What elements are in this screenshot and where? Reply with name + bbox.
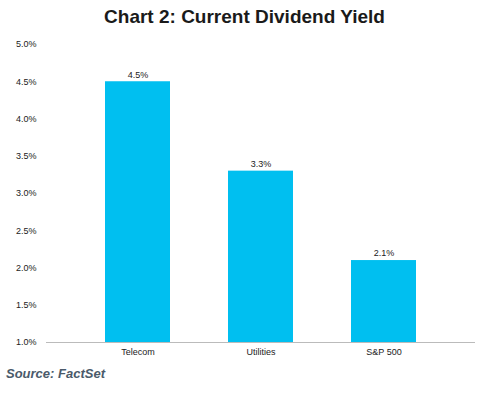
svg-text:4.5%: 4.5%: [128, 70, 149, 80]
svg-text:2.1%: 2.1%: [374, 248, 395, 258]
svg-text:1.0%: 1.0%: [16, 337, 37, 347]
svg-text:Utilities: Utilities: [246, 347, 276, 357]
svg-text:3.5%: 3.5%: [16, 151, 37, 161]
svg-text:Telecom: Telecom: [121, 347, 155, 357]
svg-text:4.0%: 4.0%: [16, 114, 37, 124]
html-text:Chart 2: Current Dividend Yiel: Chart 2: Current Dividend Yield: [104, 6, 385, 27]
html-text:Source: FactSet: Source: FactSet: [6, 366, 105, 381]
svg-text:3.3%: 3.3%: [251, 159, 272, 169]
svg-text:5.0%: 5.0%: [16, 39, 37, 49]
svg-text:S&P 500: S&P 500: [366, 347, 401, 357]
svg-text:3.0%: 3.0%: [16, 188, 37, 198]
svg-text:2.5%: 2.5%: [16, 226, 37, 236]
svg-text:2.0%: 2.0%: [16, 263, 37, 273]
svg-text:1.5%: 1.5%: [16, 300, 37, 310]
svg-text:4.5%: 4.5%: [16, 77, 37, 87]
